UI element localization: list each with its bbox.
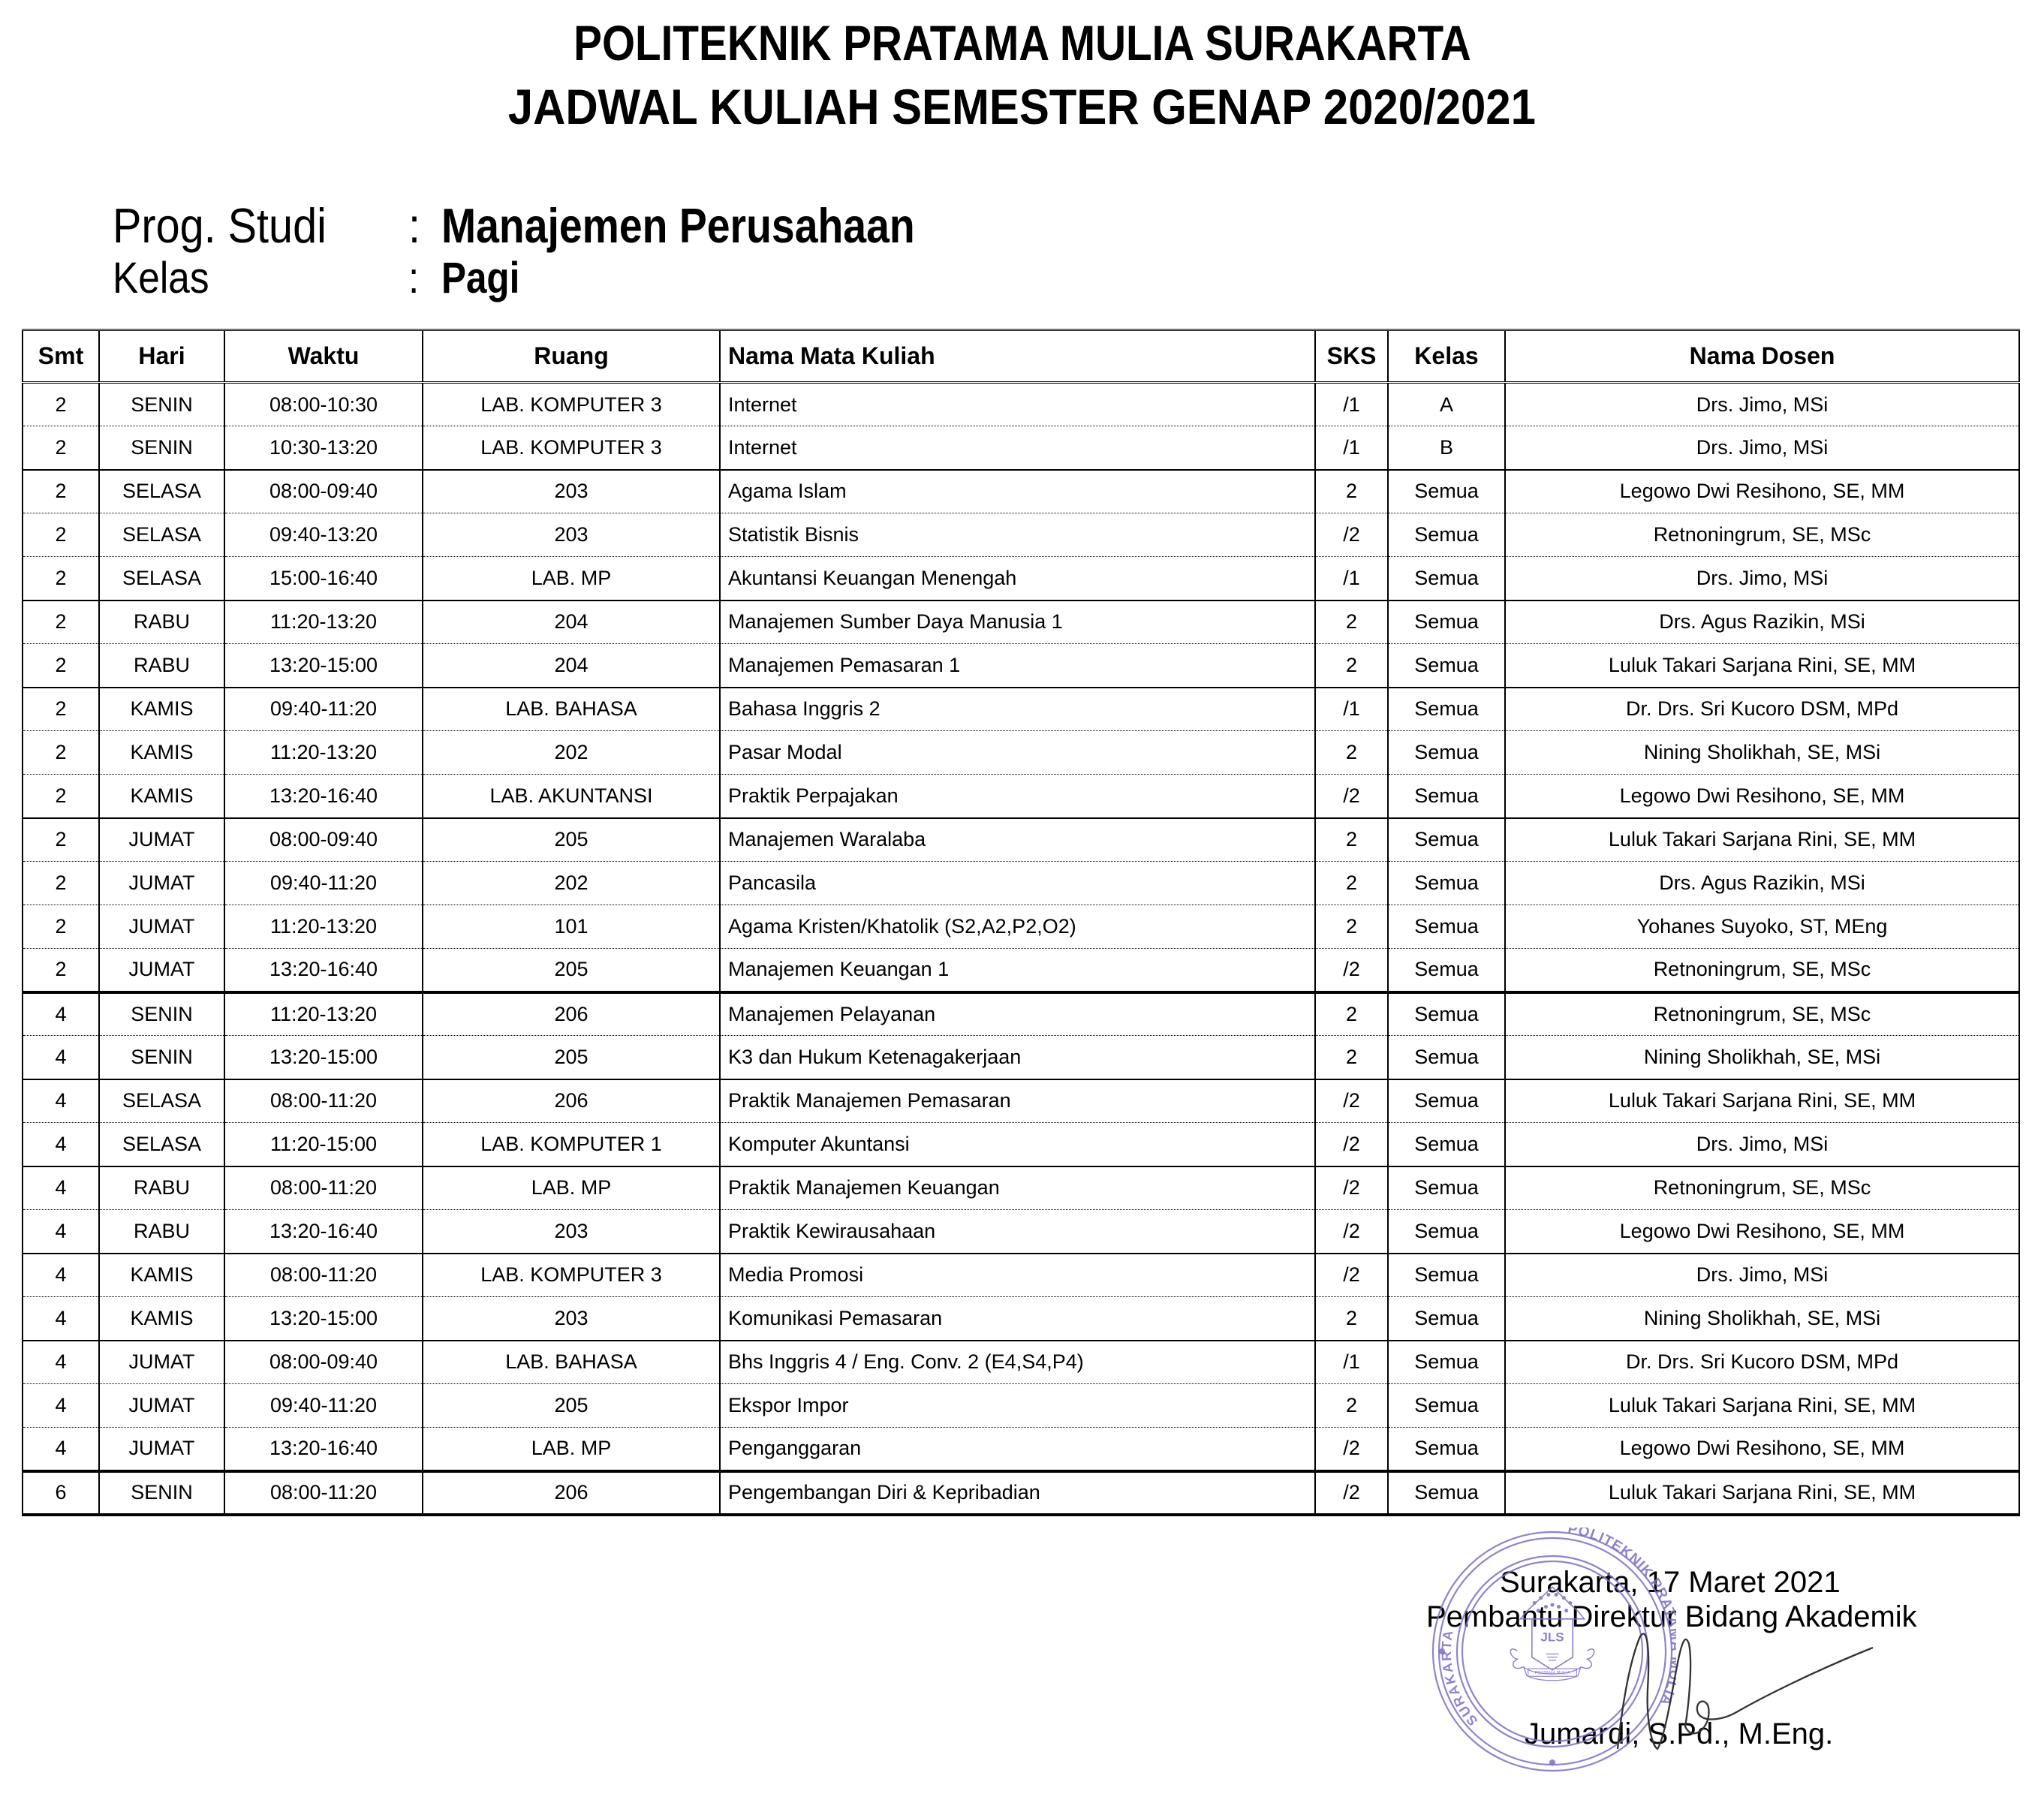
svg-text:SURAKARTA: SURAKARTA <box>1439 1628 1481 1729</box>
svg-text:JLS: JLS <box>1540 1630 1564 1645</box>
svg-text:PRATAMA MULIA: PRATAMA MULIA <box>1534 1672 1570 1676</box>
